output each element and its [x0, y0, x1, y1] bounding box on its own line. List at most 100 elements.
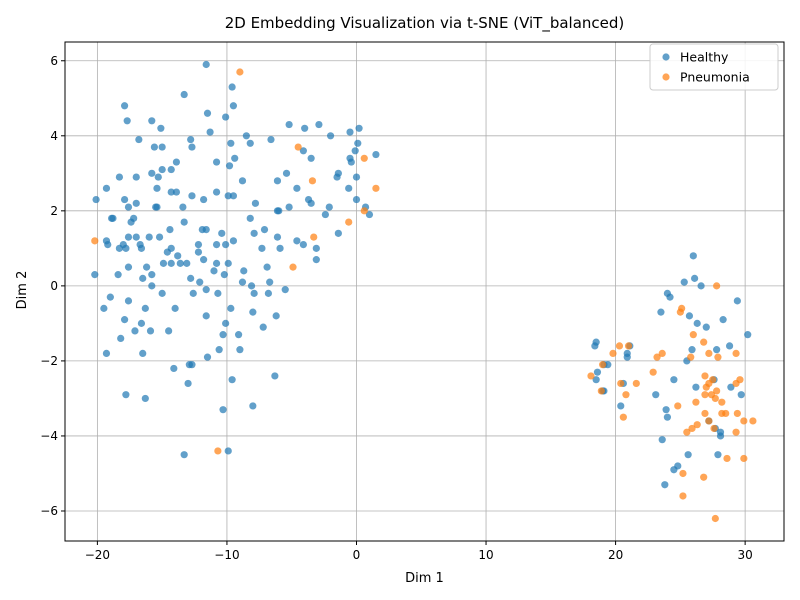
data-point-healthy	[684, 451, 692, 459]
data-point-healthy	[100, 304, 108, 312]
data-point-pneumonia	[688, 424, 696, 433]
data-point-healthy	[104, 241, 112, 249]
data-point-healthy	[194, 248, 203, 256]
data-point-healthy	[148, 169, 156, 177]
data-point-healthy	[652, 391, 660, 399]
x-tick-label: −10	[214, 548, 239, 562]
data-point-healthy	[189, 289, 197, 297]
data-point-pneumonia	[700, 338, 708, 346]
data-point-healthy	[202, 312, 210, 320]
data-point-healthy	[592, 376, 600, 384]
data-point-healthy	[666, 293, 674, 301]
data-point-healthy	[260, 225, 269, 234]
data-point-pneumonia	[718, 398, 726, 406]
data-point-pneumonia	[653, 353, 661, 361]
data-point-healthy	[132, 199, 140, 207]
data-point-healthy	[153, 184, 161, 192]
data-point-healthy	[185, 361, 193, 369]
data-point-healthy	[163, 248, 171, 256]
data-point-healthy	[194, 241, 203, 249]
data-point-pneumonia	[679, 492, 687, 500]
data-point-healthy	[122, 244, 130, 252]
data-point-healthy	[250, 229, 258, 237]
data-point-healthy	[249, 402, 257, 410]
data-point-healthy	[737, 391, 745, 399]
data-point-healthy	[593, 368, 602, 376]
data-point-healthy	[693, 319, 701, 327]
data-point-healthy	[145, 233, 153, 241]
data-point-healthy	[224, 192, 232, 200]
data-point-healthy	[123, 117, 131, 125]
data-point-healthy	[165, 327, 173, 335]
data-point-healthy	[115, 173, 124, 181]
data-point-pneumonia	[676, 308, 684, 316]
data-point-healthy	[132, 173, 140, 181]
data-point-healthy	[167, 259, 175, 267]
data-point-pneumonia	[649, 368, 657, 376]
x-tick-label: 10	[478, 548, 493, 562]
data-point-pneumonia	[599, 361, 607, 369]
data-point-healthy	[109, 214, 117, 222]
data-point-healthy	[206, 128, 214, 136]
data-point-healthy	[713, 346, 721, 354]
data-point-pneumonia	[91, 237, 99, 245]
legend-box	[649, 43, 779, 91]
data-point-pneumonia	[723, 454, 731, 463]
data-point-healthy	[176, 259, 184, 267]
data-point-healthy	[307, 154, 315, 162]
data-point-healthy	[124, 263, 133, 271]
data-point-healthy	[716, 432, 725, 440]
data-point-healthy	[158, 143, 166, 151]
data-point-healthy	[733, 297, 741, 305]
data-point-healthy	[617, 402, 625, 410]
data-point-healthy	[212, 241, 221, 249]
data-point-healthy	[183, 259, 191, 267]
data-point-healthy	[680, 278, 688, 286]
data-point-pneumonia	[693, 421, 701, 429]
x-tick-label: 30	[737, 548, 752, 562]
data-point-healthy	[247, 282, 256, 290]
data-point-pneumonia	[622, 391, 630, 399]
data-point-pneumonia	[701, 391, 709, 399]
legend: Healthy Pneumonia	[649, 43, 779, 91]
data-point-healthy	[155, 233, 164, 241]
data-point-healthy	[212, 158, 221, 166]
data-point-healthy	[180, 218, 188, 226]
data-point-healthy	[157, 124, 165, 132]
data-point-healthy	[143, 263, 151, 271]
data-point-healthy	[188, 143, 196, 151]
data-point-healthy	[228, 83, 236, 91]
data-point-healthy	[293, 184, 301, 192]
data-point-healthy	[122, 391, 130, 399]
data-point-healthy	[219, 331, 227, 339]
data-point-healthy	[299, 147, 307, 155]
data-point-healthy	[312, 256, 320, 264]
data-point-healthy	[132, 233, 140, 241]
data-point-healthy	[137, 244, 146, 252]
data-point-healthy	[179, 203, 187, 211]
data-point-pneumonia	[609, 349, 617, 358]
y-tick-label: 0	[50, 279, 58, 293]
data-point-healthy	[117, 334, 125, 342]
data-point-healthy	[187, 274, 195, 282]
data-point-healthy	[591, 342, 599, 350]
data-point-healthy	[229, 237, 238, 245]
data-point-healthy	[148, 117, 156, 125]
data-point-pneumonia	[689, 331, 697, 339]
data-point-healthy	[272, 312, 280, 320]
data-point-healthy	[167, 165, 175, 174]
data-point-healthy	[141, 394, 149, 403]
data-point-healthy	[202, 286, 210, 294]
data-point-pneumonia	[732, 349, 740, 358]
data-point-healthy	[689, 252, 697, 260]
data-point-pneumonia	[619, 413, 627, 421]
data-point-healthy	[166, 225, 174, 234]
data-point-healthy	[276, 244, 284, 252]
data-point-healthy	[719, 316, 727, 324]
data-point-pneumonia	[236, 68, 244, 76]
data-point-healthy	[688, 346, 696, 354]
data-point-healthy	[714, 451, 722, 459]
data-point-healthy	[657, 308, 665, 316]
data-point-healthy	[246, 214, 254, 222]
data-point-healthy	[170, 364, 178, 373]
